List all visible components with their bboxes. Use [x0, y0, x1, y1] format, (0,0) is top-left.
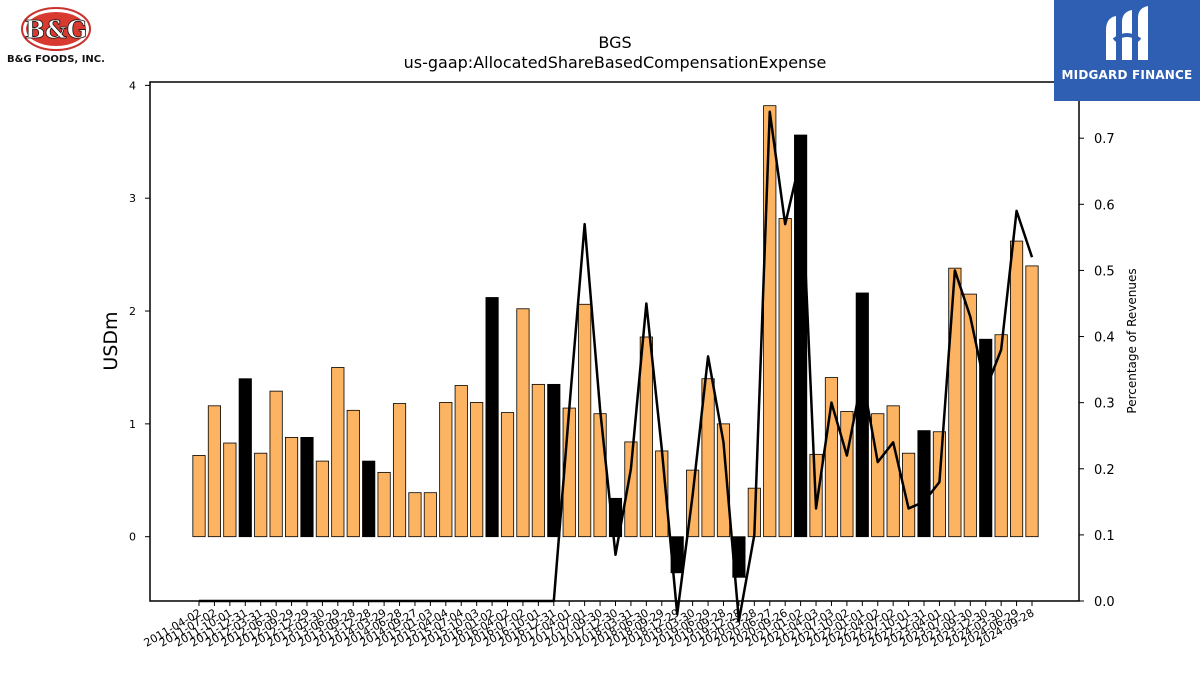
chart-title: BGS — [598, 33, 631, 52]
y-axis-left: 0 1 2 3 4 — [129, 79, 150, 544]
bar — [932, 431, 947, 538]
bar — [1025, 265, 1039, 538]
bar — [624, 441, 638, 538]
y2-tick-label: 0.3 — [1094, 397, 1115, 412]
bar-series — [192, 105, 1039, 578]
bar — [470, 402, 484, 538]
bar — [547, 383, 561, 538]
midgard-emblem-icon — [1106, 6, 1148, 60]
bar — [979, 338, 993, 538]
bar — [362, 460, 376, 538]
bg-foods-emblem: B&G — [21, 7, 91, 51]
bg-foods-mark: B&G — [25, 15, 87, 44]
y-tick-label: 1 — [129, 418, 136, 431]
bar — [1010, 240, 1024, 538]
bar — [346, 409, 360, 538]
bg-foods-logo-text: B&G FOODS, INC. — [7, 54, 105, 65]
midgard-logo-text: MIDGARD FINANCE — [1061, 68, 1193, 82]
bar — [716, 423, 731, 538]
chart-subtitle: us-gaap:AllocatedShareBasedCompensationE… — [404, 53, 827, 72]
bar — [331, 367, 345, 538]
bar — [300, 436, 314, 538]
plot-frame — [149, 81, 1080, 602]
bar — [531, 383, 545, 538]
y-tick-label: 0 — [129, 531, 136, 544]
bar — [192, 455, 206, 538]
bar — [948, 267, 962, 538]
bar — [254, 452, 268, 538]
y-tick-label: 2 — [129, 305, 136, 318]
x-axis: 2011-04-022011-07-022011-10-012011-12-31… — [142, 601, 1037, 650]
bar — [917, 430, 931, 538]
bar — [269, 390, 283, 538]
bar — [578, 303, 592, 538]
bar — [500, 412, 515, 538]
bar — [963, 293, 977, 538]
bar — [593, 413, 607, 538]
y2-tick-label: 0.6 — [1094, 198, 1115, 213]
bar — [886, 405, 900, 538]
y2-tick-label: 0.2 — [1094, 463, 1115, 478]
bar — [454, 385, 468, 538]
y-axis-label: USDm — [100, 311, 122, 370]
y-tick-label: 3 — [129, 192, 136, 205]
bar — [284, 436, 299, 538]
y2-tick-label: 0.4 — [1094, 331, 1115, 346]
bar — [439, 402, 453, 538]
bar — [408, 492, 422, 538]
bar — [423, 492, 437, 538]
bar — [763, 105, 777, 538]
midgard-finance-logo: MIDGARD FINANCE — [1054, 0, 1200, 101]
bar — [994, 334, 1008, 538]
percentage-line — [199, 110, 1034, 623]
bar — [207, 405, 221, 538]
bar — [639, 336, 653, 538]
bar — [377, 471, 391, 538]
bar — [238, 378, 252, 538]
y2-axis-label: Percentage of Revenues — [1125, 268, 1139, 413]
y2-tick-label: 0.5 — [1094, 264, 1115, 279]
y2-tick-label: 0.7 — [1094, 132, 1115, 147]
bar — [701, 378, 715, 538]
bar — [392, 403, 407, 538]
bar — [794, 134, 808, 538]
y-tick-label: 4 — [129, 79, 136, 92]
bg-foods-logo: B&G B&G FOODS, INC. — [4, 6, 108, 68]
y2-tick-label: 0.1 — [1094, 529, 1115, 544]
y2-tick-label: 0.0 — [1094, 595, 1115, 610]
bar — [485, 297, 499, 538]
bar — [855, 292, 869, 538]
y-axis-right: 0.0 0.1 0.2 0.3 0.4 0.5 0.6 0.7 — [1079, 132, 1115, 610]
bar — [315, 460, 329, 538]
bar — [902, 452, 916, 538]
bar — [778, 218, 792, 538]
bar — [223, 442, 237, 538]
bar — [516, 308, 530, 538]
